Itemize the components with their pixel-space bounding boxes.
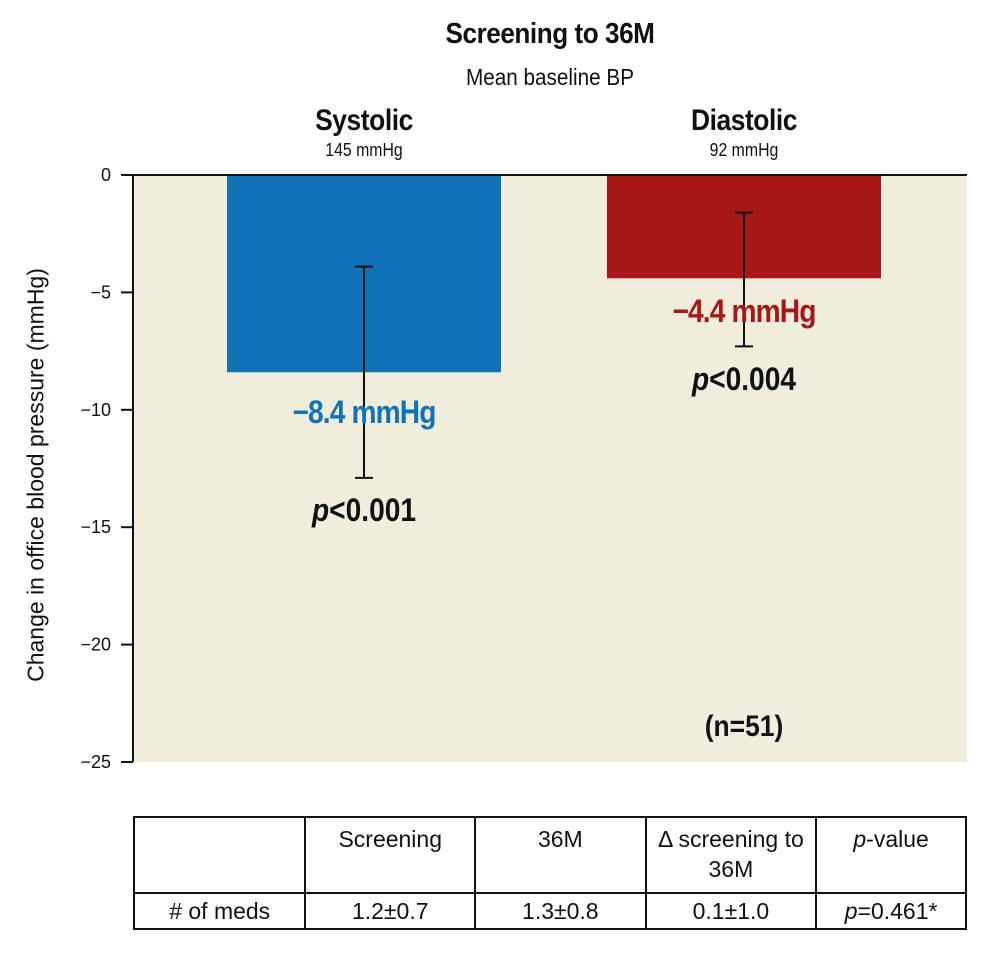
table-cell-36m: 1.3±0.8 bbox=[474, 892, 647, 930]
error-bar-diastolic bbox=[735, 211, 753, 348]
p-value-label-systolic: p<0.001 bbox=[311, 493, 416, 528]
group-name-systolic: Systolic bbox=[315, 104, 413, 137]
table-header-row: Screening 36M Δ screening to 36M p-value bbox=[132, 816, 967, 894]
table-row: # of meds 1.2±0.7 1.3±0.8 0.1±1.0 p=0.46… bbox=[132, 892, 967, 930]
error-bar-systolic bbox=[355, 265, 373, 479]
p-symbol: p bbox=[691, 362, 709, 397]
group-header-diastolic: Diastolic 92 mmHg bbox=[594, 104, 894, 161]
group-baseline-diastolic: 92 mmHg bbox=[709, 140, 779, 160]
group-name-diastolic: Diastolic bbox=[690, 104, 798, 137]
y-tick-label: −25 bbox=[80, 752, 111, 772]
p-symbol: p bbox=[311, 493, 329, 528]
sample-size-annotation: (n=51) bbox=[705, 708, 783, 742]
table-header-pvalue: p-value bbox=[815, 816, 967, 894]
p-value-text: <0.001 bbox=[329, 493, 416, 528]
p-value-text: <0.004 bbox=[709, 362, 796, 397]
group-baseline-systolic: 145 mmHg bbox=[325, 140, 403, 160]
value-label-systolic: −8.4 mmHg bbox=[292, 395, 435, 430]
table-cell-pvalue: p=0.461* bbox=[815, 892, 967, 930]
y-tick-label: −20 bbox=[80, 635, 111, 655]
group-header-systolic: Systolic 145 mmHg bbox=[214, 104, 514, 161]
table-header-p-rest: -value bbox=[866, 826, 929, 852]
table-cell-label: # of meds bbox=[132, 892, 307, 930]
table-cell-screening: 1.2±0.7 bbox=[304, 892, 477, 930]
medications-table: Screening 36M Δ screening to 36M p-value… bbox=[132, 816, 967, 930]
table-header-delta: Δ screening to 36M bbox=[644, 816, 818, 894]
y-tick-label: 0 bbox=[101, 165, 111, 185]
table-header-screening: Screening bbox=[304, 816, 477, 894]
chart-title: Screening to 36M bbox=[445, 18, 655, 50]
value-label-diastolic: −4.4 mmHg bbox=[672, 294, 815, 329]
table-header-empty bbox=[132, 816, 307, 894]
p-value-label-diastolic: p<0.004 bbox=[691, 362, 796, 397]
y-tick-label: −5 bbox=[90, 282, 111, 302]
y-tick-label: −10 bbox=[80, 400, 111, 420]
table-header-p-symbol: p bbox=[853, 826, 867, 852]
table-cell-p-rest: =0.461* bbox=[857, 898, 938, 924]
chart-subtitle: Mean baseline BP bbox=[465, 64, 635, 90]
table-cell-delta: 0.1±1.0 bbox=[644, 892, 818, 930]
table-header-36m: 36M bbox=[474, 816, 647, 894]
table-cell-p-symbol: p bbox=[844, 898, 858, 924]
y-tick-label: −15 bbox=[80, 517, 111, 537]
